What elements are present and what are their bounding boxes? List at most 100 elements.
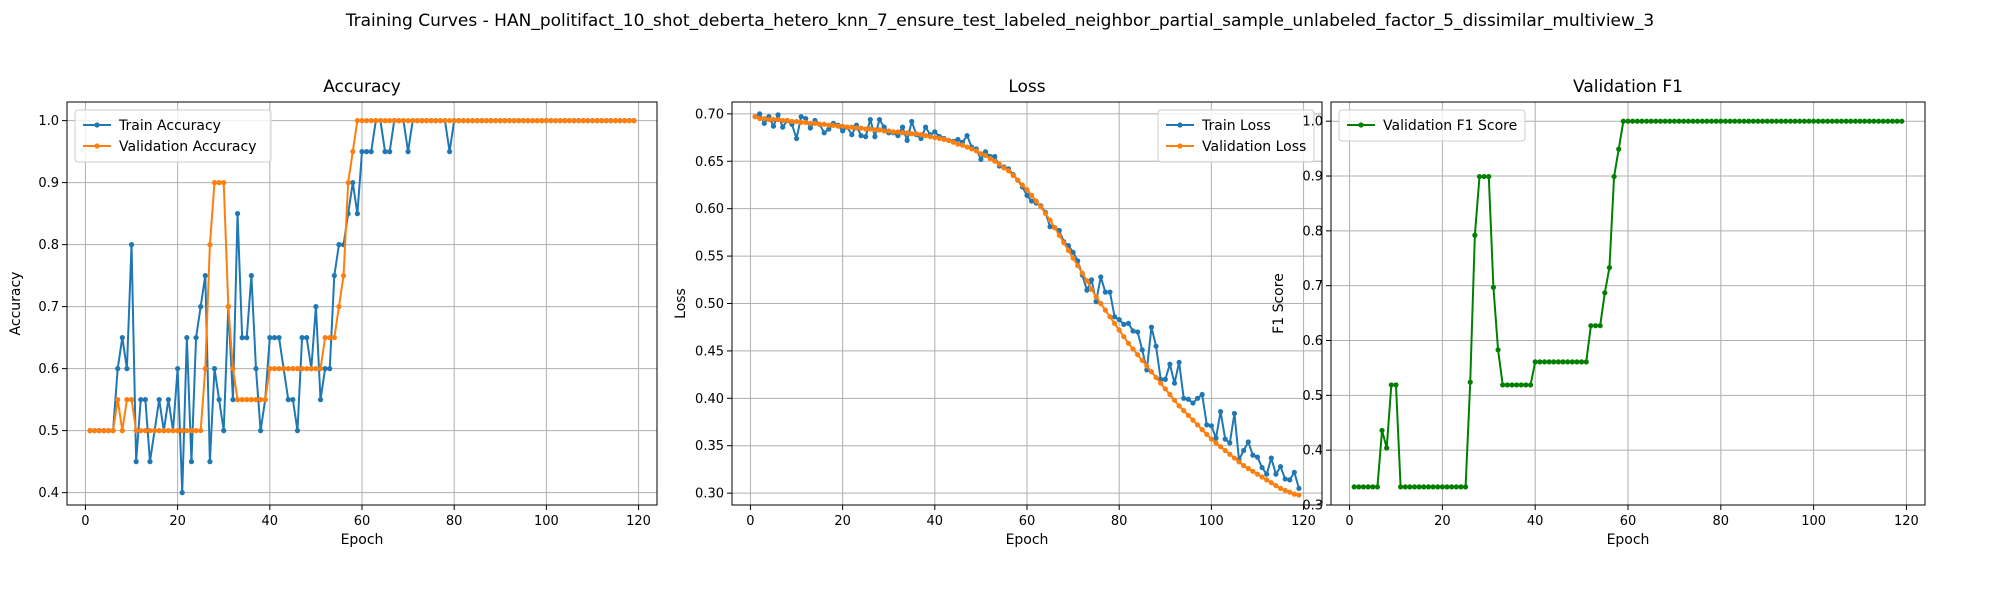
data-point xyxy=(1759,118,1766,124)
data-point xyxy=(821,130,827,136)
data-point xyxy=(890,129,896,135)
data-point xyxy=(1135,329,1141,335)
data-point xyxy=(1217,444,1224,450)
data-point xyxy=(599,118,605,124)
data-point xyxy=(1296,485,1302,492)
data-point xyxy=(1750,118,1756,124)
data-point xyxy=(589,118,596,124)
data-point xyxy=(964,144,970,150)
data-point xyxy=(1056,232,1062,238)
data-point xyxy=(557,118,563,124)
x-tick-label: 100 xyxy=(1199,514,1224,529)
data-point xyxy=(1532,359,1538,365)
data-point xyxy=(576,118,582,124)
data-point xyxy=(1047,224,1053,230)
data-point xyxy=(982,149,989,155)
data-point xyxy=(936,135,943,142)
data-point xyxy=(239,397,245,403)
data-point xyxy=(276,335,282,341)
data-point xyxy=(1769,118,1775,124)
data-point xyxy=(405,149,411,155)
data-point xyxy=(502,118,508,124)
y-tick-label: 0.50 xyxy=(695,297,724,312)
data-point xyxy=(1245,465,1251,472)
data-point xyxy=(1029,192,1035,198)
data-point xyxy=(1121,321,1127,327)
data-point xyxy=(230,366,236,372)
data-point xyxy=(437,118,443,124)
data-point xyxy=(327,335,333,341)
data-point xyxy=(1241,447,1247,454)
data-point xyxy=(770,123,777,129)
data-point xyxy=(304,335,310,341)
data-point xyxy=(1875,118,1882,124)
data-point xyxy=(1862,118,1868,124)
data-point xyxy=(1778,118,1784,124)
data-point xyxy=(1407,484,1413,490)
data-point xyxy=(211,180,218,186)
data-point xyxy=(895,129,901,135)
data-point xyxy=(1148,369,1155,375)
data-point xyxy=(391,118,397,124)
data-point xyxy=(216,397,222,403)
data-point xyxy=(350,149,356,155)
data-point xyxy=(1088,277,1095,283)
data-point xyxy=(285,366,291,372)
data-point xyxy=(1695,118,1701,124)
data-point xyxy=(1268,455,1274,461)
data-point xyxy=(198,304,204,310)
data-point xyxy=(202,366,208,372)
legend-label: Validation F1 Score xyxy=(1383,118,1517,134)
data-point xyxy=(918,135,924,142)
legend-swatch-marker xyxy=(1177,143,1183,149)
legend-frame xyxy=(1338,109,1526,142)
data-point xyxy=(867,116,873,123)
data-point xyxy=(119,428,125,434)
data-point xyxy=(899,124,906,130)
data-point xyxy=(1625,118,1631,124)
data-point xyxy=(766,116,772,123)
data-point xyxy=(368,118,374,124)
data-point xyxy=(1222,447,1228,454)
data-point xyxy=(1204,422,1210,428)
data-point xyxy=(867,126,873,132)
data-point xyxy=(1727,118,1733,124)
data-point xyxy=(1107,289,1113,295)
data-point xyxy=(142,397,148,403)
data-point xyxy=(110,428,116,434)
data-point xyxy=(1838,118,1845,124)
loss-axes: Loss Epoch Loss 0 20 40 60 80 100 120 0.30 0.35 0… xyxy=(673,77,1323,548)
data-point xyxy=(493,118,499,124)
y-tick-label: 0.6 xyxy=(1302,334,1323,349)
data-point xyxy=(299,335,305,341)
data-point xyxy=(87,428,93,434)
data-point xyxy=(1792,118,1798,124)
data-point xyxy=(1388,382,1394,388)
data-point xyxy=(1259,474,1265,480)
data-point xyxy=(138,428,144,434)
data-point xyxy=(1111,314,1118,320)
legend-label: Train Accuracy xyxy=(118,118,221,134)
data-point xyxy=(1024,192,1030,198)
data-point xyxy=(992,158,998,164)
data-point xyxy=(257,397,264,403)
data-point xyxy=(442,118,448,124)
data-point xyxy=(895,133,901,139)
data-point xyxy=(294,428,301,434)
data-point xyxy=(313,366,319,372)
data-point xyxy=(631,118,637,124)
data-point xyxy=(92,428,98,434)
series-validation-loss xyxy=(752,114,1302,498)
data-point xyxy=(1574,359,1580,365)
y-tick-label: 0.40 xyxy=(695,392,724,407)
data-point xyxy=(1421,484,1427,490)
legend-label: Validation Accuracy xyxy=(119,139,257,155)
data-point xyxy=(552,118,559,124)
data-point xyxy=(1444,484,1450,490)
f1-title: Validation F1 xyxy=(1573,77,1683,97)
y-tick-label: 0.70 xyxy=(695,107,724,122)
data-point xyxy=(336,242,342,248)
data-point xyxy=(188,428,195,434)
data-point xyxy=(1504,382,1510,388)
